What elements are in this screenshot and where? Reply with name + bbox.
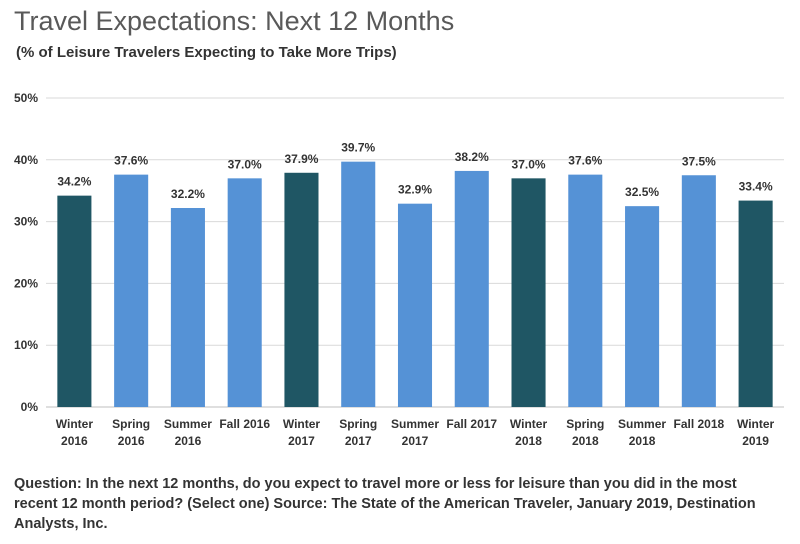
data-label: 37.9% — [284, 152, 318, 166]
category-label: Spring 2017 — [339, 417, 377, 448]
data-label: 37.0% — [228, 157, 262, 171]
data-label: 37.5% — [682, 154, 716, 168]
bar — [227, 178, 262, 407]
data-label: 37.6% — [114, 154, 148, 168]
data-label: 39.7% — [341, 141, 375, 155]
bar — [511, 178, 546, 407]
category-label: Spring 2016 — [112, 417, 150, 448]
category-label: Fall 2017 — [446, 417, 497, 431]
bar-chart: 0% 10% 20% 30% 40% 50% 34.2% Winter 2016 37.6% Spr… — [14, 91, 784, 448]
category-label: Summer 2016 — [164, 417, 212, 448]
bar — [57, 195, 92, 407]
bar — [681, 175, 716, 407]
bar — [625, 206, 660, 407]
y-tick-label: 30% — [14, 215, 38, 229]
bar — [170, 208, 205, 407]
chart-subtitle: (% of Leisure Travelers Expecting to Tak… — [16, 44, 397, 61]
category-label: Summer 2018 — [618, 417, 666, 448]
bar — [114, 174, 149, 407]
data-label: 33.4% — [739, 180, 773, 194]
category-label: Winter 2019 — [737, 417, 775, 448]
bar — [341, 161, 376, 407]
data-label: 37.0% — [512, 157, 546, 171]
category-label: Fall 2016 — [219, 417, 270, 431]
bar — [738, 200, 773, 407]
bar — [397, 203, 433, 407]
data-label: 32.2% — [171, 187, 205, 201]
data-label: 38.2% — [455, 150, 489, 164]
bar — [454, 170, 489, 407]
data-label: 32.9% — [398, 183, 432, 197]
category-label: Winter 2018 — [510, 417, 548, 448]
y-tick-label: 20% — [14, 276, 38, 290]
bar — [284, 172, 319, 407]
y-tick-label: 0% — [21, 400, 39, 414]
source-note: Question: In the next 12 months, do you … — [14, 476, 756, 532]
data-label: 32.5% — [625, 185, 659, 199]
y-tick-label: 10% — [14, 338, 38, 352]
category-label: Fall 2018 — [673, 417, 724, 431]
chart-title: Travel Expectations: Next 12 Months — [14, 6, 455, 36]
category-label: Winter 2016 — [56, 417, 94, 448]
data-label: 37.6% — [568, 154, 602, 168]
category-label: Summer 2017 — [391, 417, 439, 448]
data-label: 34.2% — [57, 175, 91, 189]
bar — [568, 174, 603, 407]
category-label: Winter 2017 — [283, 417, 321, 448]
y-tick-label: 40% — [14, 153, 38, 167]
category-label: Spring 2018 — [566, 417, 604, 448]
y-tick-label: 50% — [14, 91, 38, 105]
